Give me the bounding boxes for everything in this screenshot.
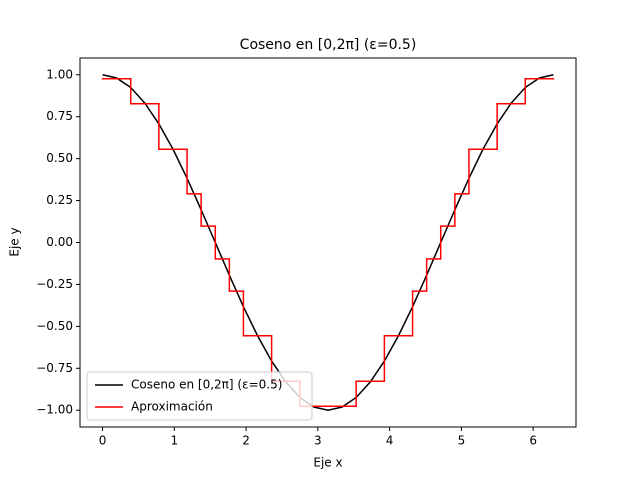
y-tick-label: 0.50	[46, 151, 73, 165]
x-tick-label: 3	[314, 434, 322, 448]
x-tick-label: 5	[458, 434, 466, 448]
y-tick-label: 0.75	[46, 109, 73, 123]
y-tick-label: 0.25	[46, 193, 73, 207]
y-tick-label: 0.00	[46, 235, 73, 249]
x-tick-label: 0	[99, 434, 107, 448]
x-axis-label: Eje x	[313, 456, 342, 470]
y-tick-label: −1.00	[36, 403, 73, 417]
line	[102, 74, 554, 411]
y-tick-label: 1.00	[46, 67, 73, 81]
x-tick-label: 1	[170, 434, 178, 448]
x-tick-label: 6	[529, 434, 537, 448]
y-tick-label: −0.25	[36, 277, 73, 291]
legend-box	[86, 371, 313, 421]
plot-frame	[79, 57, 577, 428]
legend-label: Coseno en [0,2π] (ε=0.5)	[131, 378, 282, 392]
chart-title: Coseno en [0,2π] (ε=0.5)	[240, 37, 417, 53]
y-axis-label: Eje y	[8, 227, 22, 256]
y-tick-label: −0.75	[36, 361, 73, 375]
x-tick-label: 4	[386, 434, 394, 448]
x-tick-label: 2	[242, 434, 250, 448]
y-tick-label: −0.50	[36, 319, 73, 333]
legend-label: Aproximación	[131, 400, 213, 414]
